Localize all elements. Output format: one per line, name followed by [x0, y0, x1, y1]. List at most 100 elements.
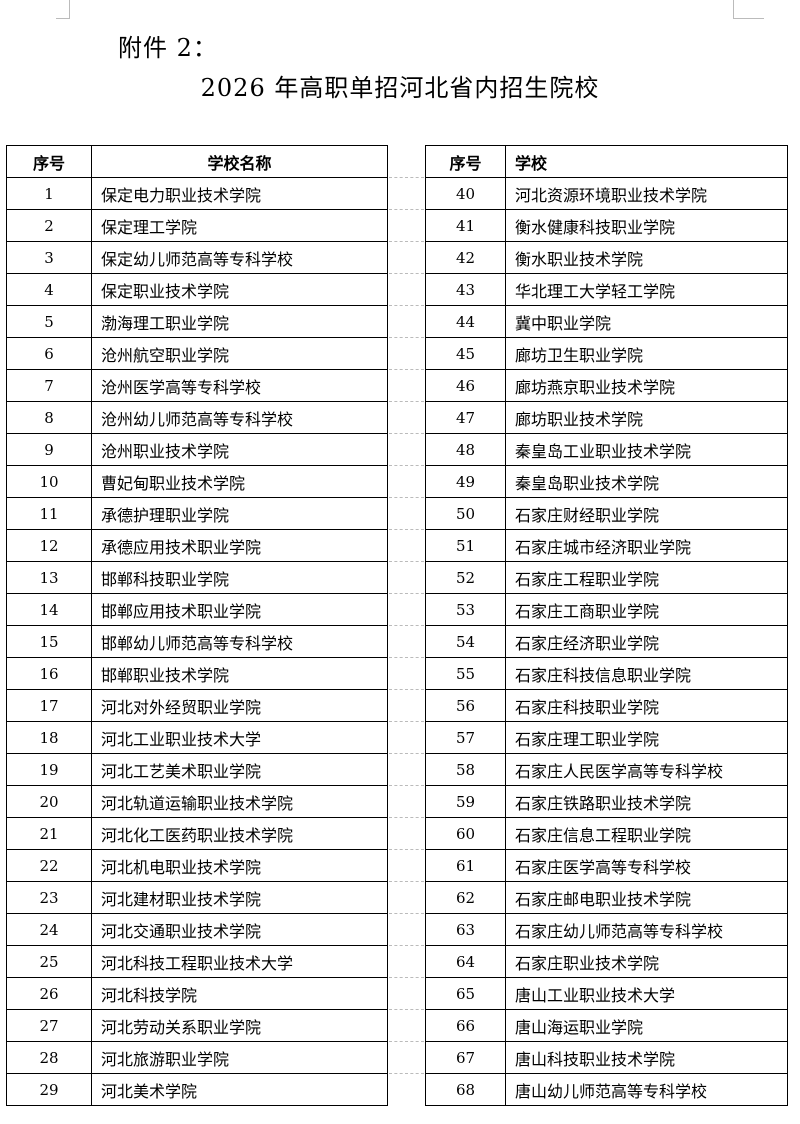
document-title: 2026 年高职单招河北省内招生院校 [200, 74, 600, 102]
row-index: 44 [425, 305, 506, 338]
table-row: 15 邯郸幼儿师范高等专科学校 [6, 625, 388, 658]
row-index: 25 [6, 945, 92, 978]
page-corner-mark [733, 0, 764, 19]
gap-dashed-line [389, 977, 424, 978]
row-index: 26 [6, 977, 92, 1010]
header-index: 序号 [425, 145, 506, 178]
row-index: 66 [425, 1009, 506, 1042]
row-index: 42 [425, 241, 506, 274]
row-index: 27 [6, 1009, 92, 1042]
table-row: 60 石家庄信息工程职业学院 [425, 817, 788, 850]
school-name: 石家庄幼儿师范高等专科学校 [505, 913, 788, 946]
table-row: 46 廊坊燕京职业技术学院 [425, 369, 788, 402]
school-name: 石家庄邮电职业技术学院 [505, 881, 788, 914]
header-index: 序号 [6, 145, 92, 178]
attachment-label: 附件 2： [118, 34, 218, 62]
school-name: 衡水职业技术学院 [505, 241, 788, 274]
table-row: 48 秦皇岛工业职业技术学院 [425, 433, 788, 466]
row-index: 65 [425, 977, 506, 1010]
school-name: 河北劳动关系职业学院 [91, 1009, 388, 1042]
table-row: 53 石家庄工商职业学院 [425, 593, 788, 626]
school-name: 石家庄理工职业学院 [505, 721, 788, 754]
table-row: 54 石家庄经济职业学院 [425, 625, 788, 658]
gap-dashed-line [389, 561, 424, 562]
school-name: 河北工业职业技术大学 [91, 721, 388, 754]
row-index: 55 [425, 657, 506, 690]
row-index: 29 [6, 1073, 92, 1106]
row-index: 51 [425, 529, 506, 562]
gap-dashed-line [389, 241, 424, 242]
table-row: 50 石家庄财经职业学院 [425, 497, 788, 530]
page-corner-mark [56, 0, 70, 19]
row-index: 67 [425, 1041, 506, 1074]
school-name: 邯郸科技职业学院 [91, 561, 388, 594]
row-index: 64 [425, 945, 506, 978]
school-name: 唐山海运职业学院 [505, 1009, 788, 1042]
row-index: 20 [6, 785, 92, 818]
row-index: 17 [6, 689, 92, 722]
table-row: 25 河北科技工程职业技术大学 [6, 945, 388, 978]
row-index: 53 [425, 593, 506, 626]
gap-dashed-line [389, 753, 424, 754]
table-row: 26 河北科技学院 [6, 977, 388, 1010]
header-school: 学校 [505, 145, 788, 178]
table-row: 6 沧州航空职业学院 [6, 337, 388, 370]
row-index: 57 [425, 721, 506, 754]
school-name: 唐山科技职业技术学院 [505, 1041, 788, 1074]
table-row: 68 唐山幼儿师范高等专科学校 [425, 1073, 788, 1106]
school-name: 邯郸应用技术职业学院 [91, 593, 388, 626]
school-name: 石家庄铁路职业技术学院 [505, 785, 788, 818]
gap-dashed-line [389, 433, 424, 434]
school-name: 保定幼儿师范高等专科学校 [91, 241, 388, 274]
gap-dashed-line [389, 529, 424, 530]
table-row: 16 邯郸职业技术学院 [6, 657, 388, 690]
row-index: 24 [6, 913, 92, 946]
table-row: 13 邯郸科技职业学院 [6, 561, 388, 594]
table-row: 61 石家庄医学高等专科学校 [425, 849, 788, 882]
table-row: 8 沧州幼儿师范高等专科学校 [6, 401, 388, 434]
left-school-table: 序号 学校名称 1 保定电力职业技术学院 2 保定理工学院 3 保定幼儿师范高等专科学校 4… [6, 145, 388, 1106]
row-index: 10 [6, 465, 92, 498]
school-name: 河北化工医药职业技术学院 [91, 817, 388, 850]
row-index: 40 [425, 177, 506, 210]
row-index: 45 [425, 337, 506, 370]
school-name: 石家庄科技信息职业学院 [505, 657, 788, 690]
gap-dashed-line [389, 817, 424, 818]
table-row: 9 沧州职业技术学院 [6, 433, 388, 466]
table-row: 12 承德应用技术职业学院 [6, 529, 388, 562]
gap-dashed-line [389, 401, 424, 402]
school-name: 渤海理工职业学院 [91, 305, 388, 338]
gap-dashed-line [389, 1009, 424, 1010]
school-name: 衡水健康科技职业学院 [505, 209, 788, 242]
row-index: 61 [425, 849, 506, 882]
table-row: 27 河北劳动关系职业学院 [6, 1009, 388, 1042]
row-index: 58 [425, 753, 506, 786]
school-name: 沧州医学高等专科学校 [91, 369, 388, 402]
table-row: 2 保定理工学院 [6, 209, 388, 242]
table-row: 43 华北理工大学轻工学院 [425, 273, 788, 306]
table-row: 47 廊坊职业技术学院 [425, 401, 788, 434]
table-row: 45 廊坊卫生职业学院 [425, 337, 788, 370]
table-row: 3 保定幼儿师范高等专科学校 [6, 241, 388, 274]
gap-dashed-line [389, 625, 424, 626]
gap-dashed-line [389, 785, 424, 786]
school-name: 河北交通职业技术学院 [91, 913, 388, 946]
school-name: 邯郸职业技术学院 [91, 657, 388, 690]
school-name: 河北科技工程职业技术大学 [91, 945, 388, 978]
table-row: 57 石家庄理工职业学院 [425, 721, 788, 754]
school-name: 河北机电职业技术学院 [91, 849, 388, 882]
table-row: 49 秦皇岛职业技术学院 [425, 465, 788, 498]
gap-dashed-line [389, 593, 424, 594]
gap-dashed-line [389, 209, 424, 210]
school-name: 河北美术学院 [91, 1073, 388, 1106]
row-index: 2 [6, 209, 92, 242]
table-row: 4 保定职业技术学院 [6, 273, 388, 306]
row-index: 60 [425, 817, 506, 850]
table-row: 65 唐山工业职业技术大学 [425, 977, 788, 1010]
school-name: 秦皇岛工业职业技术学院 [505, 433, 788, 466]
table-row: 5 渤海理工职业学院 [6, 305, 388, 338]
row-index: 11 [6, 497, 92, 530]
table-row: 66 唐山海运职业学院 [425, 1009, 788, 1042]
table-row: 44 冀中职业学院 [425, 305, 788, 338]
school-name: 秦皇岛职业技术学院 [505, 465, 788, 498]
